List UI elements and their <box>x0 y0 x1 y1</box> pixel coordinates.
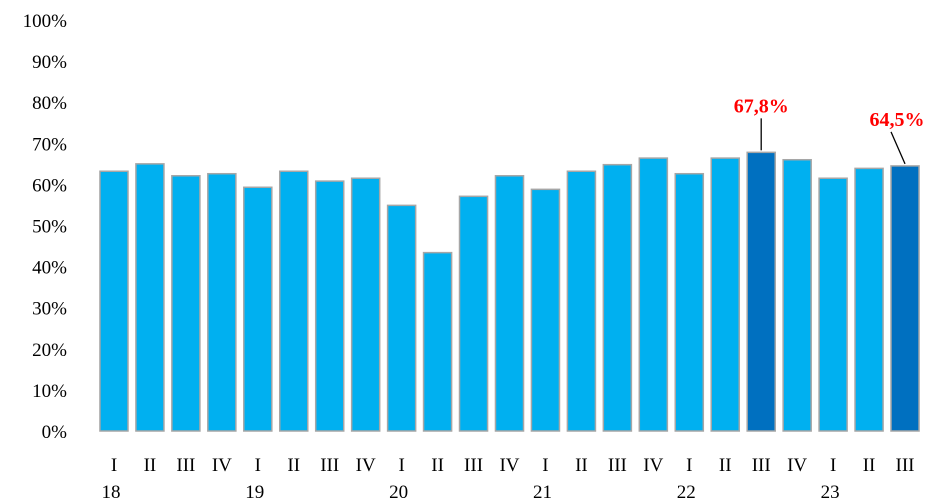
bar <box>278 170 309 432</box>
x-year-label: 21 <box>533 482 552 502</box>
x-tick-label: I <box>686 455 692 476</box>
x-tick-label: IV <box>787 455 807 476</box>
x-tick-label: I <box>111 455 117 476</box>
x-year-label: 19 <box>245 482 264 502</box>
x-axis: I II III IV I II III IV I II III IV I II III IV I II III IV… <box>101 455 914 502</box>
x-tick-label: III <box>752 455 771 476</box>
y-tick-label: 50% <box>32 217 67 238</box>
bar <box>674 172 705 432</box>
bar <box>422 251 453 432</box>
bar <box>638 157 669 432</box>
bar <box>350 177 381 432</box>
y-tick-label: 90% <box>32 52 67 73</box>
bar <box>602 163 633 432</box>
bar <box>782 158 812 432</box>
y-tick-label: 100% <box>23 11 68 32</box>
x-tick-label: IV <box>499 455 519 476</box>
bar <box>530 188 561 432</box>
x-tick-label: III <box>320 455 339 476</box>
x-tick-label: II <box>575 455 588 476</box>
bar <box>710 157 741 432</box>
bar <box>494 175 525 432</box>
bar <box>566 170 597 432</box>
data-label: 67,8% <box>734 95 789 117</box>
x-tick-label: I <box>398 455 404 476</box>
bar <box>99 170 129 432</box>
bar <box>243 186 273 432</box>
x-tick-label: III <box>608 455 627 476</box>
x-tick-label: II <box>144 455 157 476</box>
x-year-label: 18 <box>101 482 120 502</box>
x-tick-label: II <box>863 455 876 476</box>
x-tick-label: II <box>431 455 444 476</box>
x-tick-label: III <box>176 455 195 476</box>
x-tick-label: I <box>830 455 836 476</box>
y-tick-label: 30% <box>32 299 67 320</box>
x-tick-label: I <box>542 455 548 476</box>
y-tick-label: 0% <box>42 422 68 443</box>
data-label: 64,5% <box>870 109 925 131</box>
bar <box>171 175 201 432</box>
x-tick-label: II <box>719 455 732 476</box>
x-tick-label: II <box>287 455 300 476</box>
y-tick-label: 10% <box>32 381 67 402</box>
y-tick-label: 80% <box>32 93 67 114</box>
y-tick-label: 40% <box>32 258 67 279</box>
x-year-label: 22 <box>677 482 696 502</box>
x-tick-label: III <box>896 455 915 476</box>
bar <box>458 195 489 432</box>
bar <box>890 165 920 432</box>
x-tick-label: IV <box>356 455 376 476</box>
x-tick-label: IV <box>212 455 232 476</box>
y-tick-label: 60% <box>32 175 67 196</box>
bar <box>818 177 848 432</box>
bar <box>746 151 776 432</box>
leader-line <box>890 131 906 165</box>
bar <box>854 167 884 432</box>
bar <box>135 163 165 432</box>
x-year-label: 23 <box>821 482 840 502</box>
x-year-label: 20 <box>389 482 408 502</box>
bar <box>207 172 237 432</box>
bar <box>386 204 417 432</box>
y-axis: 0% 10% 20% 30% 40% 50% 60% 70% 80% 90% 100% <box>23 11 68 443</box>
bars <box>99 151 920 432</box>
data-labels: 67,8% 64,5% <box>734 95 925 165</box>
y-tick-label: 20% <box>32 340 67 361</box>
x-tick-label: III <box>464 455 483 476</box>
x-tick-label: I <box>255 455 261 476</box>
bar <box>314 180 345 432</box>
y-tick-label: 70% <box>32 134 67 155</box>
x-tick-label: IV <box>643 455 663 476</box>
